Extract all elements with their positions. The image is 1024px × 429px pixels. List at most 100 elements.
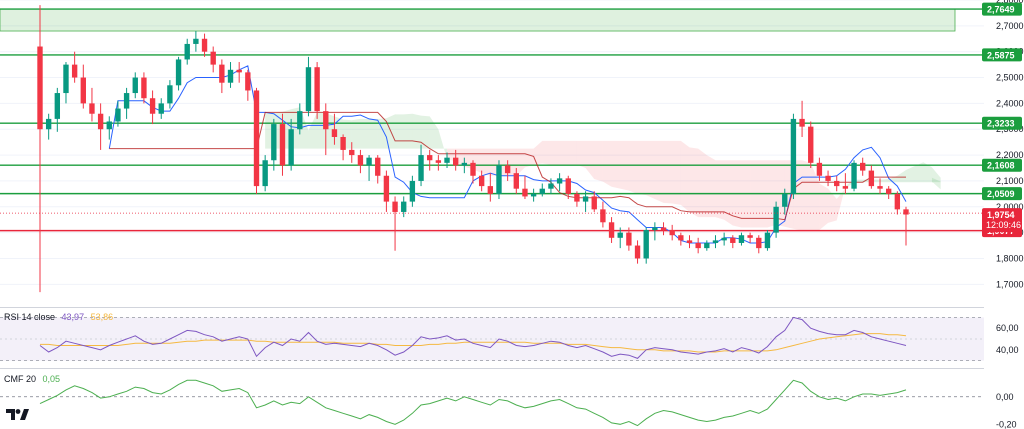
candle[interactable] [721, 232, 727, 246]
candle[interactable] [617, 227, 623, 249]
candle[interactable] [392, 196, 398, 251]
candle[interactable] [747, 232, 753, 243]
candle[interactable] [764, 230, 771, 251]
candle[interactable] [435, 155, 442, 171]
candle[interactable] [219, 59, 225, 94]
candle[interactable] [548, 178, 554, 194]
candle[interactable] [816, 157, 823, 181]
candle[interactable] [643, 227, 649, 264]
candle[interactable] [418, 144, 424, 187]
candle[interactable] [730, 235, 736, 249]
candle[interactable] [695, 237, 701, 254]
candle[interactable] [349, 142, 355, 163]
candle[interactable] [756, 235, 762, 254]
candle[interactable] [132, 72, 138, 99]
candle[interactable] [461, 157, 468, 174]
candle[interactable] [626, 227, 632, 251]
candle[interactable] [37, 5, 43, 293]
candle[interactable] [340, 134, 346, 161]
candle[interactable] [504, 160, 511, 181]
candle[interactable] [851, 160, 857, 192]
candle[interactable] [530, 188, 537, 202]
candle[interactable] [245, 69, 251, 101]
candle[interactable] [331, 113, 338, 145]
candle[interactable] [634, 240, 641, 264]
candle[interactable] [600, 201, 606, 228]
candle[interactable] [808, 121, 814, 169]
candle[interactable] [513, 168, 519, 194]
candle[interactable] [427, 149, 433, 171]
candlesticks[interactable] [37, 5, 909, 293]
candle[interactable] [45, 113, 52, 140]
candle[interactable] [97, 103, 104, 150]
candle[interactable] [193, 31, 199, 52]
candle[interactable] [305, 56, 312, 117]
candle[interactable] [799, 100, 805, 137]
candle[interactable] [288, 118, 294, 171]
candle[interactable] [678, 232, 684, 246]
candle[interactable] [686, 235, 693, 249]
candle[interactable] [106, 116, 112, 140]
tradingview-logo[interactable] [6, 409, 29, 420]
candle[interactable] [253, 87, 260, 194]
candle[interactable] [262, 155, 268, 192]
candle[interactable] [885, 186, 892, 200]
candle[interactable] [175, 56, 182, 91]
candle[interactable] [738, 232, 745, 246]
candle[interactable] [167, 80, 173, 109]
candle[interactable] [210, 46, 216, 73]
candle[interactable] [149, 90, 156, 125]
candle[interactable] [608, 217, 615, 243]
candle[interactable] [842, 173, 849, 194]
candle[interactable] [80, 64, 86, 109]
candle[interactable] [591, 191, 597, 212]
candle[interactable] [141, 72, 147, 104]
candle[interactable] [790, 113, 797, 200]
candle[interactable] [582, 191, 589, 212]
candle[interactable] [903, 206, 909, 246]
candle[interactable] [271, 118, 277, 171]
candle[interactable] [323, 103, 329, 156]
candle[interactable] [452, 149, 459, 171]
candle[interactable] [366, 155, 372, 181]
candle[interactable] [539, 183, 545, 197]
candle[interactable] [375, 155, 381, 184]
candle[interactable] [470, 160, 476, 184]
candle[interactable] [877, 178, 883, 194]
candle[interactable] [556, 173, 563, 192]
candle[interactable] [712, 235, 719, 249]
candle[interactable] [834, 175, 840, 192]
candle[interactable] [401, 196, 407, 218]
candle[interactable] [158, 98, 164, 119]
candle[interactable] [383, 170, 390, 212]
candle[interactable] [357, 149, 364, 174]
candle[interactable] [522, 175, 528, 200]
candle[interactable] [478, 170, 485, 192]
candle[interactable] [444, 152, 450, 169]
candle[interactable] [782, 188, 788, 215]
candle[interactable] [409, 175, 416, 207]
candle[interactable] [669, 224, 675, 241]
candle[interactable] [868, 165, 875, 189]
candle[interactable] [184, 38, 190, 65]
candle[interactable] [279, 113, 286, 176]
candle[interactable] [236, 62, 242, 83]
candle[interactable] [63, 62, 69, 104]
candle[interactable] [496, 160, 502, 200]
candle[interactable] [54, 87, 61, 132]
candle[interactable] [314, 62, 320, 119]
candle[interactable] [565, 175, 571, 200]
candle[interactable] [652, 222, 658, 241]
candle[interactable] [487, 173, 494, 202]
candle[interactable] [297, 103, 303, 135]
candle[interactable] [574, 191, 580, 207]
candle[interactable] [825, 170, 831, 187]
candle[interactable] [773, 201, 779, 238]
candle[interactable] [704, 240, 710, 251]
candle[interactable] [115, 100, 121, 127]
candle[interactable] [123, 87, 130, 119]
candle[interactable] [71, 51, 78, 83]
candle[interactable] [89, 87, 95, 122]
